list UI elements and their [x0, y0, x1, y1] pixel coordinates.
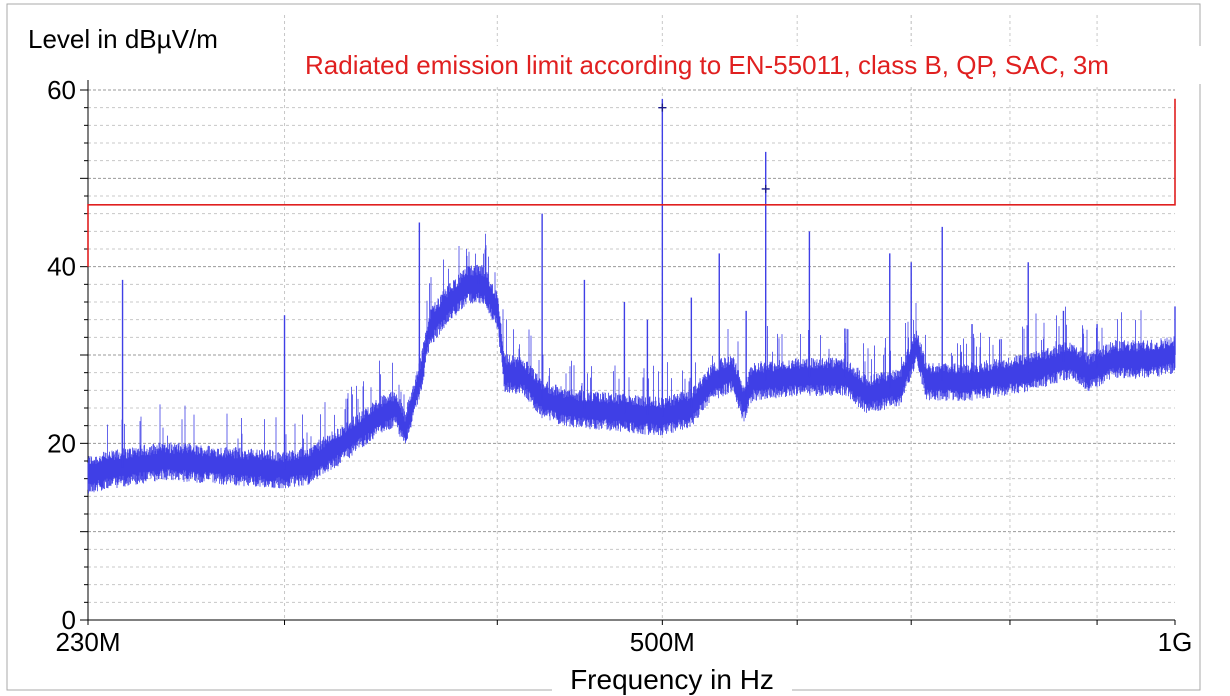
- peak-markers: [658, 103, 770, 193]
- x-tick-label: 500M: [630, 627, 695, 657]
- peak-marker: [658, 103, 667, 112]
- legend-background: [297, 46, 1217, 84]
- peak-marker: [761, 184, 770, 193]
- y-tick-label: 60: [47, 75, 76, 105]
- limit-line-legend: Radiated emission limit according to EN-…: [305, 50, 1109, 80]
- x-axis-label: Frequency in Hz: [570, 664, 774, 695]
- y-axis-label: Level in dBµV/m: [28, 24, 218, 54]
- x-tick-label: 230M: [55, 627, 120, 657]
- grid: [88, 15, 1175, 620]
- x-tick-labels: 230M 500M 1G: [55, 627, 1192, 657]
- measurement-noise: [87, 233, 1176, 494]
- measurement-trace: [87, 233, 1176, 494]
- limit-line-group: [87, 98, 1176, 267]
- y-tick-label: 40: [47, 252, 76, 282]
- limit-line: [87, 98, 1176, 267]
- y-tick-label: 20: [47, 428, 76, 458]
- chart-frame: [6, 3, 1201, 691]
- measurement-spikes: [121, 98, 1176, 470]
- axes: [80, 80, 1176, 625]
- y-tick-labels: 0 20 40 60: [47, 75, 76, 635]
- y-tick-label: 0: [62, 605, 76, 635]
- ylabel-background: [22, 16, 274, 58]
- x-tick-label: 1G: [1158, 627, 1193, 657]
- xlabel-background: [552, 660, 792, 696]
